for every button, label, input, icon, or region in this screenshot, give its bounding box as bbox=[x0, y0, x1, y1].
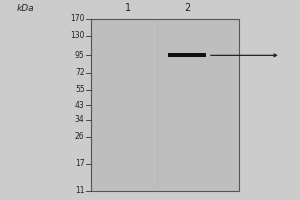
Text: 11: 11 bbox=[75, 186, 85, 195]
Text: 170: 170 bbox=[70, 14, 85, 23]
Text: 95: 95 bbox=[75, 51, 85, 60]
Text: 55: 55 bbox=[75, 85, 85, 94]
Text: 43: 43 bbox=[75, 101, 85, 110]
Text: 17: 17 bbox=[75, 159, 85, 168]
Bar bbox=[168, 53, 206, 57]
Text: 1: 1 bbox=[124, 3, 131, 13]
Text: 130: 130 bbox=[70, 31, 85, 40]
Text: kDa: kDa bbox=[16, 4, 34, 13]
Text: 72: 72 bbox=[75, 68, 85, 77]
Text: 2: 2 bbox=[184, 3, 190, 13]
Bar bbox=[91, 19, 239, 191]
Text: 26: 26 bbox=[75, 132, 85, 141]
Text: 34: 34 bbox=[75, 115, 85, 124]
